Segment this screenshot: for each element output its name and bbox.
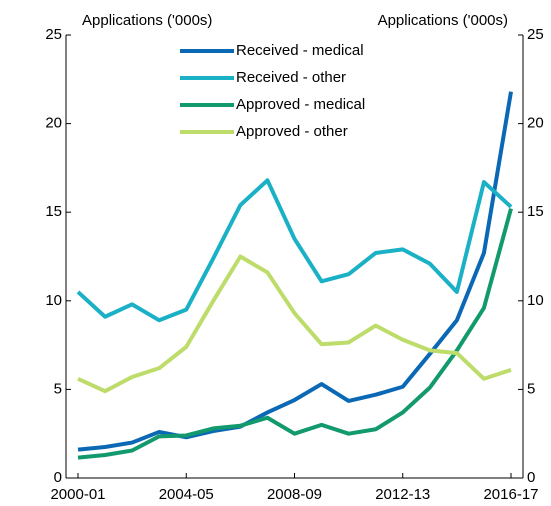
y-tick-label: 10	[45, 292, 62, 309]
y-tick-label: 15	[45, 203, 62, 220]
y2-tick-label: 5	[527, 380, 535, 397]
y-tick-label: 25	[45, 26, 62, 43]
legend-label: Approved - other	[236, 123, 348, 140]
y2-tick-label: 15	[527, 203, 544, 220]
legend-label: Received - medical	[236, 42, 364, 59]
line-series	[76, 178, 513, 323]
legend-label: Received - other	[236, 69, 346, 86]
y-axis-label: Applications ('000s)	[82, 12, 212, 29]
y2-tick-label: 25	[527, 26, 544, 43]
y-tick-label: 5	[54, 380, 62, 397]
x-tick-label: 2012-13	[375, 486, 430, 503]
y2-tick-label: 10	[527, 292, 544, 309]
y2-axis-label: Applications ('000s)	[378, 12, 508, 29]
y-tick-label: 0	[54, 469, 62, 486]
line-series	[77, 208, 513, 460]
line-series	[77, 91, 513, 452]
x-tick-label: 2008-09	[267, 486, 322, 503]
y2-tick-label: 20	[527, 115, 544, 132]
y-tick-label: 20	[45, 115, 62, 132]
x-tick-label: 2016-17	[483, 486, 538, 503]
x-tick-label: 2000-01	[50, 486, 105, 503]
line-series	[77, 254, 512, 394]
x-tick-label: 2004-05	[159, 486, 214, 503]
legend-label: Approved - medical	[236, 96, 365, 113]
y2-tick-label: 0	[527, 469, 535, 486]
